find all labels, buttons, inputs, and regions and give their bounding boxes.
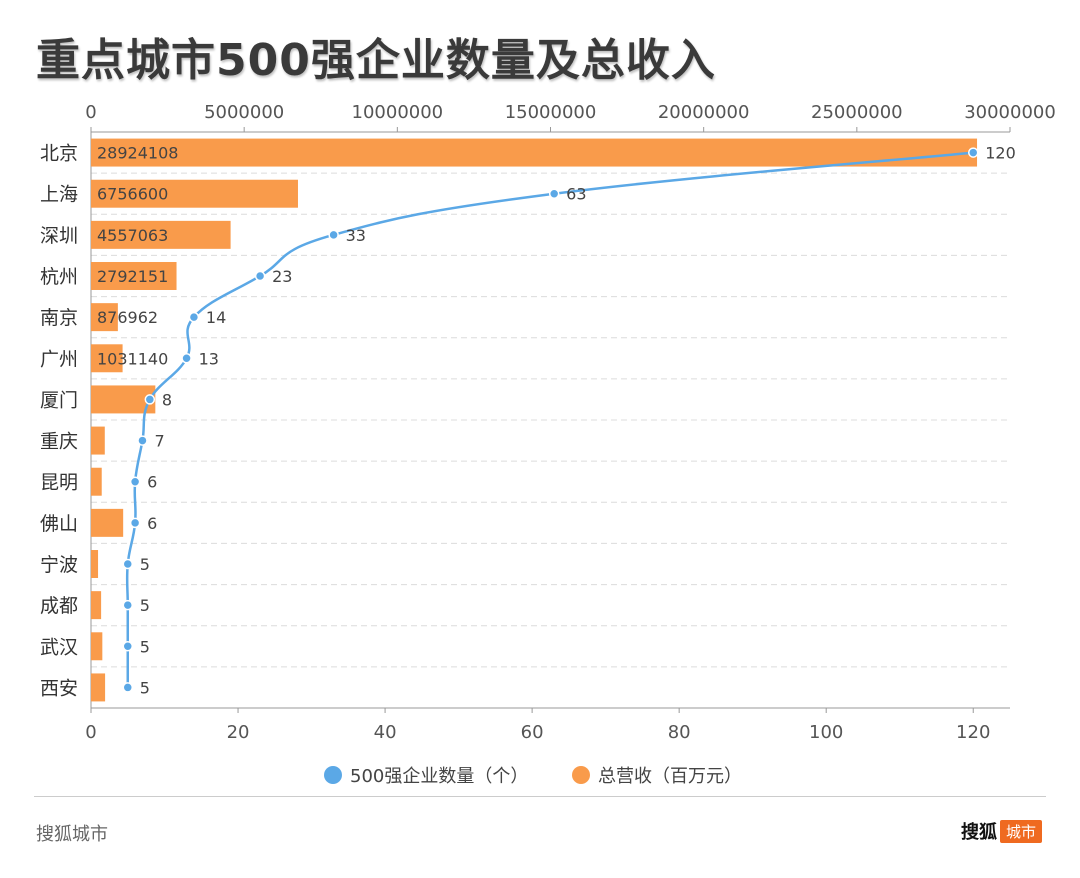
line-value-label: 14: [206, 308, 226, 327]
top-axis-tick-label: 5000000: [204, 102, 284, 123]
bottom-axis-tick-label: 120: [956, 722, 990, 743]
bottom-axis-tick-label: 0: [85, 722, 96, 743]
line-point: [122, 558, 134, 570]
line-point: [967, 147, 979, 158]
bar-value-label: 2792151: [97, 267, 168, 286]
bar: [91, 508, 124, 537]
line-value-label: 63: [566, 185, 586, 204]
brand-badge: 城市: [999, 819, 1042, 843]
line-point: [181, 353, 192, 364]
top-axis-tick-label: 0: [85, 102, 96, 123]
line-value-label: 7: [154, 432, 164, 451]
line-point: [122, 641, 134, 652]
line-value-label: 5: [140, 637, 150, 656]
line-point: [144, 394, 156, 405]
bar: [91, 467, 102, 496]
chart-title: 重点城市500强企业数量及总收入: [36, 35, 716, 86]
bar: [91, 262, 177, 290]
bar: [91, 220, 231, 249]
category-label: 厦门: [40, 389, 78, 411]
legend-label: 总营收（百万元）: [598, 766, 742, 787]
line-value-label: 23: [272, 267, 292, 286]
line-point: [548, 188, 560, 199]
line-value-label: 6: [147, 473, 157, 492]
category-label: 宁波: [40, 554, 78, 576]
bottom-axis-tick-label: 80: [668, 722, 691, 743]
category-label: 西安: [40, 677, 78, 699]
category-label: 南京: [40, 307, 78, 329]
line-value-label: 33: [346, 226, 366, 245]
line-value-label: 8: [162, 390, 172, 409]
top-axis-tick-label: 30000000: [964, 102, 1056, 123]
series-line: [125, 151, 974, 688]
bottom-axis-tick-label: 40: [374, 722, 397, 743]
brand-logo: 搜狐 城市: [961, 818, 1042, 844]
bottom-axis-tick-label: 100: [809, 722, 843, 743]
bottom-axis-tick-label: 60: [521, 722, 544, 743]
legend-marker: [324, 766, 342, 784]
line-point: [188, 311, 200, 323]
top-axis-tick-label: 15000000: [505, 102, 597, 123]
category-label: 佛山: [40, 513, 78, 535]
category-label: 武汉: [40, 636, 78, 658]
line-value-label: 5: [140, 555, 150, 574]
line-value-label: 5: [140, 596, 150, 615]
top-axis-tick-label: 20000000: [658, 102, 750, 123]
bar: [91, 550, 99, 578]
line-value-label: 13: [199, 349, 219, 368]
bar: [91, 426, 105, 455]
bar: [91, 344, 123, 373]
chart-svg: 0 5000000 10000000 15000000 20000000 25000000…: [40, 102, 1056, 787]
bar: [91, 138, 978, 167]
line-value-label: 6: [147, 514, 157, 533]
bar-value-label: 4557063: [97, 226, 168, 245]
category-label: 北京: [40, 143, 78, 165]
legend-marker: [572, 766, 590, 784]
top-axis-tick-label: 10000000: [352, 102, 444, 123]
line-value-label: 120: [985, 144, 1016, 163]
line-point: [129, 517, 141, 529]
source-label: 搜狐城市: [36, 824, 108, 845]
brand-main: 搜狐: [960, 822, 997, 843]
bar-value-label: 876962: [97, 308, 158, 327]
category-label: 杭州: [40, 266, 78, 288]
bar-value-label: 1031140: [97, 349, 168, 368]
bar: [91, 673, 106, 702]
line-point: [328, 229, 339, 241]
line-point: [254, 270, 266, 282]
footer-divider: [34, 796, 1046, 797]
bar: [91, 303, 118, 332]
category-label: 深圳: [40, 225, 78, 247]
bar: [91, 179, 298, 208]
bar-value-label: 6756600: [97, 185, 168, 204]
top-axis-tick-label: 25000000: [811, 102, 903, 123]
bottom-axis-tick-label: 20: [227, 722, 250, 743]
bar-value-label: 28924108: [97, 144, 178, 163]
category-label: 广州: [40, 348, 78, 370]
line-point: [137, 435, 148, 446]
line-point: [129, 476, 141, 487]
line-value-label: 5: [140, 678, 150, 697]
category-label: 昆明: [40, 472, 78, 494]
bar: [91, 632, 103, 661]
category-label: 上海: [40, 184, 78, 206]
category-label: 成都: [40, 595, 78, 617]
line-point: [122, 682, 134, 693]
line-point: [122, 599, 134, 611]
category-label: 重庆: [40, 431, 78, 453]
bar: [91, 591, 102, 620]
legend-label: 500强企业数量（个）: [350, 766, 528, 787]
